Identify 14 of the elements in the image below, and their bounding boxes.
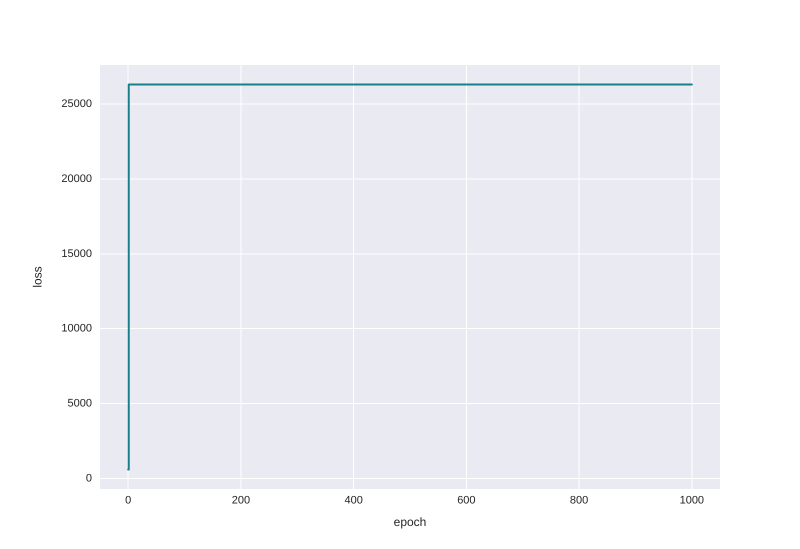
y-tick-label: 0 bbox=[86, 472, 92, 485]
y-tick-label: 25000 bbox=[61, 98, 92, 110]
x-tick-label: 400 bbox=[344, 494, 363, 507]
y-tick-label: 15000 bbox=[61, 248, 92, 260]
y-tick-label: 5000 bbox=[68, 398, 92, 410]
x-tick-label: 800 bbox=[570, 494, 588, 507]
x-axis-title: epoch bbox=[394, 515, 426, 530]
x-tick-label: 1000 bbox=[680, 494, 704, 507]
y-tick-label: 20000 bbox=[61, 172, 92, 185]
y-tick-label: 10000 bbox=[61, 322, 92, 335]
y-axis-title: loss bbox=[30, 266, 45, 288]
x-tick-label: 200 bbox=[232, 494, 250, 507]
x-tick-label: 600 bbox=[457, 494, 476, 507]
x-tick-label: 0 bbox=[125, 494, 132, 507]
